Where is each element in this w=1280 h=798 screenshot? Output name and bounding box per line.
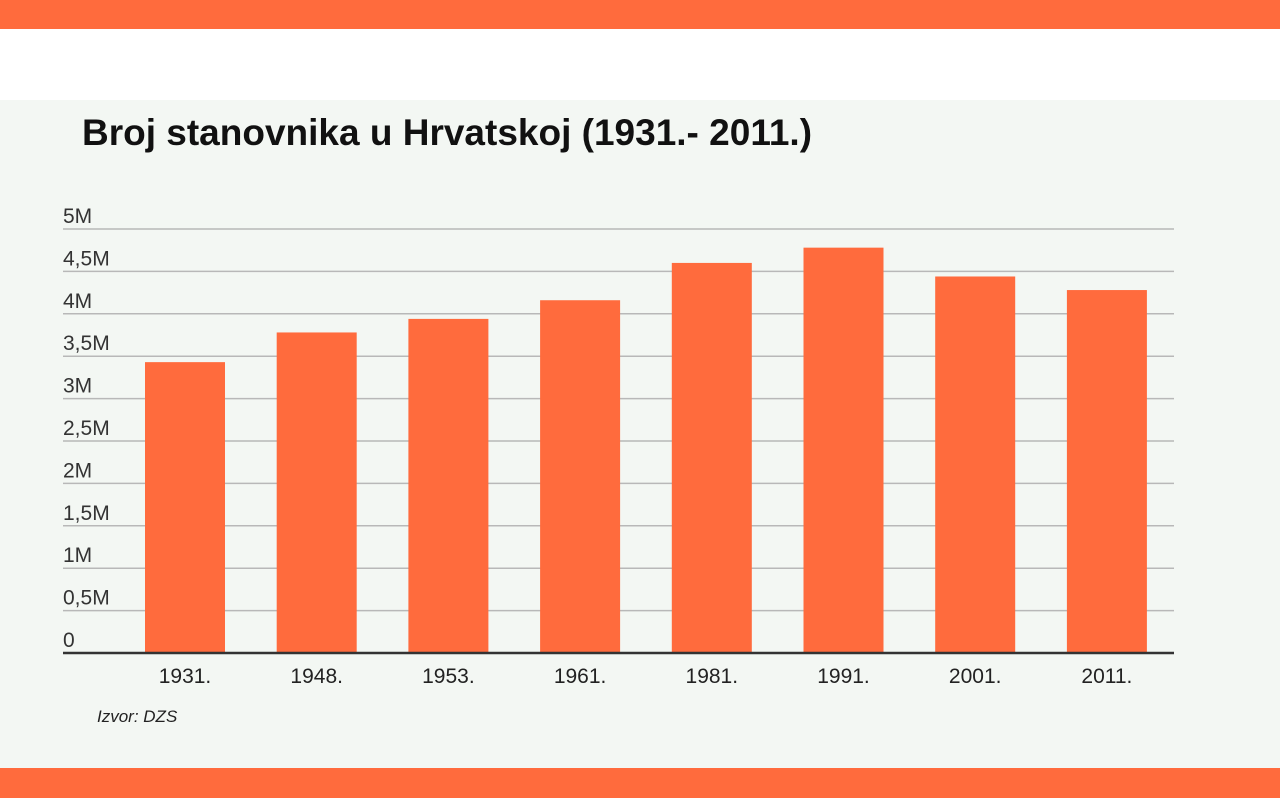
x-tick-label: 1961. (554, 665, 607, 688)
source-note: Izvor: DZS (97, 707, 178, 726)
x-tick-label: 1991. (817, 665, 870, 688)
top-accent-band (0, 0, 1280, 29)
y-axis-ticks: 0 0,5M 1M 1,5M 2M 2,5M 3M 3,5M 4M 4,5M 5M (63, 205, 110, 652)
x-tick-label: 2001. (949, 665, 1002, 688)
bar (408, 318, 489, 653)
y-tick-label: 0 (63, 629, 75, 652)
bar (935, 276, 1016, 653)
x-tick-label: 1981. (686, 665, 739, 688)
x-tick-label: 1953. (422, 665, 475, 688)
y-tick-label: 5M (63, 205, 92, 228)
y-tick-label: 2,5M (63, 417, 110, 440)
x-axis-ticks: 1931. 1948. 1953. 1961. 1981. 1991. 2001. 2011. (159, 665, 1133, 688)
bar (671, 262, 752, 653)
y-tick-label: 1,5M (63, 502, 110, 525)
x-tick-label: 1931. (159, 665, 212, 688)
y-tick-label: 1M (63, 544, 92, 567)
bar (276, 332, 357, 653)
bar (540, 300, 621, 653)
bars (145, 247, 1147, 653)
y-tick-label: 4M (63, 290, 92, 313)
y-tick-label: 3,5M (63, 332, 110, 355)
y-tick-label: 2M (63, 459, 92, 482)
bar (803, 247, 884, 653)
y-tick-label: 4,5M (63, 247, 110, 270)
x-tick-label: 1948. (290, 665, 343, 688)
chart-title: Broj stanovnika u Hrvatskoj (1931.- 2011… (82, 112, 813, 153)
bar (145, 362, 225, 653)
y-tick-label: 3M (63, 375, 92, 398)
bottom-accent-band (0, 768, 1280, 798)
y-tick-label: 0,5M (63, 587, 110, 610)
x-tick-label: 2011. (1081, 665, 1132, 688)
bar (1066, 290, 1147, 653)
